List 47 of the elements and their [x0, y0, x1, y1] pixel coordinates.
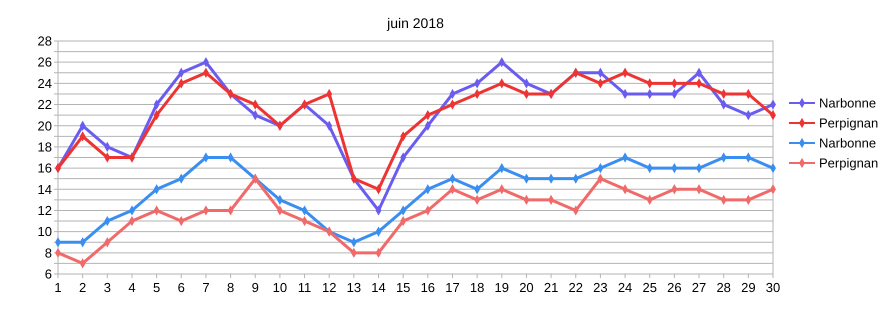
x-tick-label: 10: [272, 280, 288, 295]
legend-label: Perpignan: [819, 116, 878, 131]
y-tick-label: 8: [44, 245, 52, 260]
x-tick-label: 20: [519, 280, 534, 295]
x-tick-label: 4: [128, 280, 136, 295]
x-tick-label: 24: [618, 280, 632, 295]
x-tick-label: 12: [322, 280, 336, 295]
x-tick-label: 26: [667, 280, 682, 295]
x-tick-label: 11: [298, 280, 312, 295]
chart-title: juin 2018: [386, 15, 444, 31]
x-tick-label: 27: [692, 280, 706, 295]
y-tick-label: 16: [38, 160, 52, 176]
y-tick-label: 6: [44, 266, 52, 282]
x-tick-label: 1: [54, 280, 62, 295]
x-tick-label: 21: [544, 280, 558, 295]
y-tick-label: 28: [38, 34, 52, 49]
y-tick-label: 12: [38, 203, 52, 218]
legend-label: Narbonne: [819, 96, 876, 111]
x-tick-label: 6: [178, 280, 185, 295]
x-tick-label: 8: [226, 280, 234, 295]
x-tick-label: 13: [346, 280, 362, 295]
y-tick-label: 20: [38, 118, 52, 134]
legend-label: Perpignan: [819, 156, 878, 171]
x-tick-label: 18: [470, 280, 484, 295]
y-tick-label: 26: [38, 54, 52, 70]
x-tick-label: 9: [252, 280, 259, 295]
x-tick-label: 30: [766, 280, 780, 295]
x-tick-label: 15: [396, 280, 410, 295]
y-tick-label: 24: [38, 76, 52, 91]
x-tick-label: 3: [104, 280, 111, 295]
x-tick-label: 16: [420, 280, 436, 295]
x-tick-label: 25: [642, 280, 657, 295]
x-tick-label: 22: [568, 280, 583, 295]
x-tick-label: 7: [202, 280, 210, 295]
x-tick-label: 23: [593, 280, 608, 295]
y-tick-label: 22: [38, 97, 52, 112]
y-tick-label: 18: [38, 139, 52, 154]
x-tick-label: 14: [371, 280, 386, 295]
y-tick-label: 14: [38, 182, 52, 197]
x-tick-label: 28: [716, 280, 731, 295]
x-tick-label: 2: [79, 280, 86, 295]
x-tick-label: 19: [494, 280, 510, 295]
x-tick-label: 5: [153, 280, 160, 295]
y-tick-label: 10: [38, 224, 52, 240]
legend-label: Narbonne: [819, 136, 876, 151]
x-tick-label: 29: [741, 280, 756, 295]
x-tick-label: 17: [445, 280, 460, 295]
